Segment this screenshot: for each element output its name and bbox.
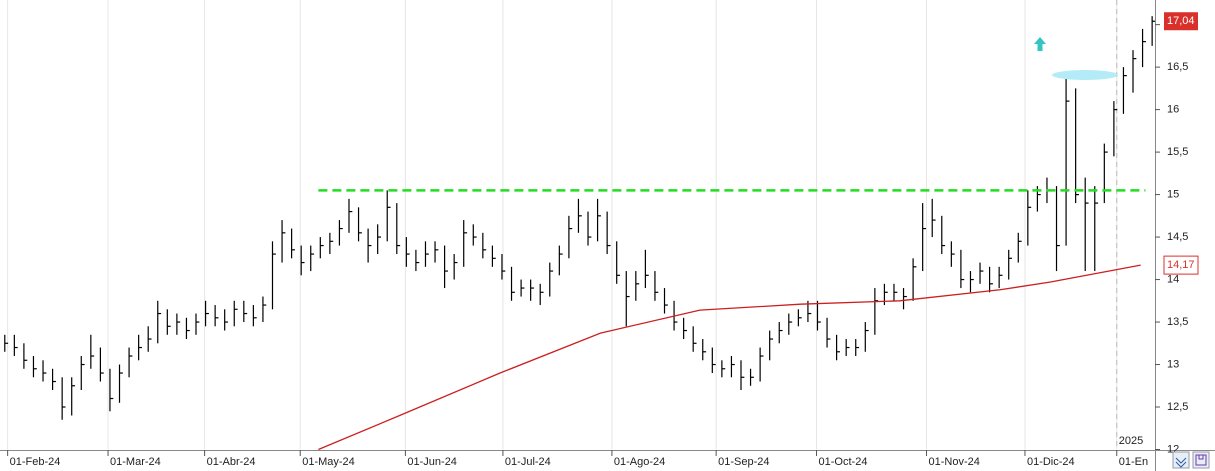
- toolbar-icon: [1195, 454, 1207, 466]
- x-tick-label: 01-Mar-24: [110, 456, 161, 468]
- up-arrow: [1034, 37, 1046, 51]
- y-tick-label: 16,5: [1167, 61, 1188, 73]
- year-label: 2025: [1119, 435, 1143, 447]
- x-tick-label: 01-Feb-24: [10, 456, 61, 468]
- y-tick-label: 15: [1167, 188, 1179, 200]
- y-tick-label: 13: [1167, 358, 1179, 370]
- x-tick-label: 01-May-24: [302, 456, 355, 468]
- x-tick-label: 01-Oct-24: [819, 456, 868, 468]
- x-tick-label: 01-En: [1119, 456, 1148, 468]
- x-tick-label: 01-Sep-24: [718, 456, 769, 468]
- x-tick-label: 01-Jun-24: [407, 456, 457, 468]
- y-tick-label: 14,5: [1167, 231, 1188, 243]
- x-tick-label: 01-Ago-24: [614, 456, 665, 468]
- y-tick-label: 13,5: [1167, 316, 1188, 328]
- price-tag-label: 14,17: [1167, 259, 1195, 271]
- highlight-ellipse: [1052, 70, 1118, 80]
- y-tick-label: 14: [1167, 273, 1179, 285]
- x-tick-label: 01-Dic-24: [1027, 456, 1075, 468]
- moving-average-line: [318, 264, 1141, 451]
- y-tick-label: 15,5: [1167, 146, 1188, 158]
- x-tick-label: 01-Nov-24: [928, 456, 979, 468]
- toolbar-icon: [1175, 457, 1187, 468]
- toolbar-button[interactable]: [1192, 451, 1210, 469]
- price-tag: [1163, 255, 1199, 275]
- y-tick-label: 16: [1167, 104, 1179, 116]
- price-tag: [1164, 12, 1198, 31]
- price-tag-label: 17,04: [1167, 15, 1195, 27]
- y-tick-label: 12,5: [1167, 401, 1188, 413]
- toolbar-button[interactable]: [1172, 451, 1190, 469]
- x-tick-label: 01-Abr-24: [207, 456, 256, 468]
- x-tick-label: 01-Jul-24: [505, 456, 551, 468]
